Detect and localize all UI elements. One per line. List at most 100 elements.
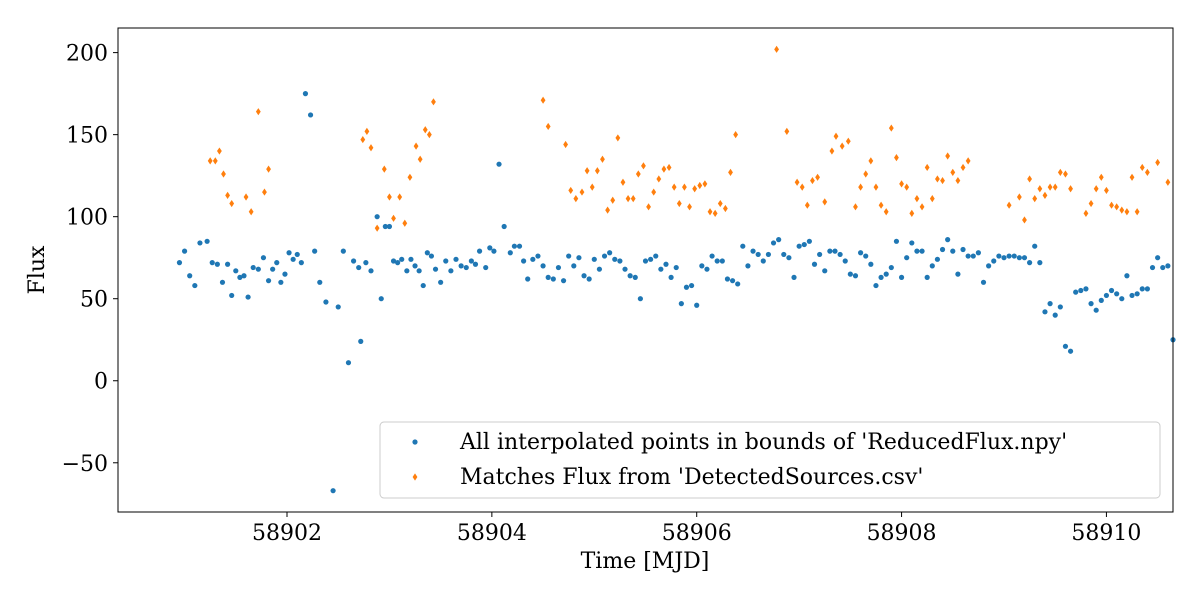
detected-source-point	[697, 181, 703, 190]
x-tick-label: 58908	[867, 521, 937, 546]
interpolated-point	[760, 258, 766, 264]
interpolated-point	[571, 263, 577, 269]
detected-source-point	[417, 155, 423, 163]
detected-source-point	[594, 167, 600, 175]
detected-source-point	[651, 188, 657, 196]
detected-source-point	[671, 183, 677, 191]
interpolated-point	[632, 274, 638, 280]
interpolated-point	[340, 248, 346, 254]
interpolated-point	[476, 248, 483, 254]
interpolated-point	[878, 274, 884, 280]
interpolated-point	[1021, 255, 1028, 261]
interpolated-point	[1027, 260, 1033, 266]
detected-source-point	[1155, 158, 1161, 167]
interpolated-point	[683, 284, 690, 290]
interpolated-point	[420, 282, 426, 289]
interpolated-point	[827, 248, 833, 254]
detected-source-point	[702, 180, 708, 188]
interpolated-point	[950, 248, 956, 254]
interpolated-point	[704, 266, 710, 272]
interpolated-point	[1098, 297, 1104, 303]
interpolated-point	[250, 264, 256, 271]
interpolated-point	[535, 253, 541, 259]
interpolated-point	[883, 271, 889, 277]
interpolated-point	[491, 248, 497, 254]
detected-source-point	[950, 168, 956, 176]
interpolated-point	[395, 260, 401, 266]
interpolated-point	[525, 276, 531, 282]
interpolated-point	[302, 91, 309, 97]
interpolated-point	[893, 238, 900, 244]
interpolated-point	[786, 255, 792, 261]
detected-source-point	[1063, 170, 1068, 178]
detected-source-point	[589, 183, 595, 191]
interpolated-point	[1057, 304, 1063, 310]
interpolated-point	[653, 253, 659, 259]
interpolated-point	[229, 292, 235, 299]
interpolated-point	[991, 258, 997, 264]
detected-source-point	[960, 163, 966, 172]
detected-source-point	[1006, 201, 1012, 209]
interpolated-point	[363, 260, 369, 266]
detected-source-point	[387, 193, 392, 201]
detected-source-point	[630, 195, 636, 203]
interpolated-point	[209, 260, 215, 266]
detected-source-point	[407, 173, 413, 181]
interpolated-point	[428, 253, 435, 259]
detected-source-point	[1093, 185, 1099, 193]
interpolated-point	[888, 264, 894, 271]
detected-source-point	[635, 170, 641, 178]
interpolated-point	[181, 248, 188, 254]
detected-source-point	[873, 183, 879, 191]
detected-source-point	[1129, 173, 1135, 181]
interpolated-point	[530, 256, 536, 262]
interpolated-point	[796, 243, 802, 249]
detected-source-point	[1016, 193, 1022, 201]
interpolated-point	[390, 258, 397, 264]
detected-source-point	[858, 183, 863, 191]
y-tick-label: −50	[62, 452, 108, 477]
detected-source-point	[924, 163, 930, 172]
interpolated-point	[904, 255, 910, 261]
interpolated-point	[586, 276, 592, 282]
detected-source-point	[833, 132, 839, 140]
interpolated-point	[965, 253, 971, 259]
detected-source-point	[248, 208, 254, 216]
interpolated-point	[1032, 243, 1038, 249]
interpolated-point	[612, 256, 618, 262]
interpolated-point	[776, 237, 782, 243]
detected-source-point	[207, 157, 213, 165]
interpolated-point	[278, 279, 284, 285]
detected-source-point	[615, 134, 621, 142]
interpolated-point	[699, 263, 705, 269]
interpolated-point	[735, 281, 741, 287]
interpolated-point	[945, 237, 951, 243]
interpolated-point	[868, 261, 874, 267]
detected-source-point	[899, 180, 904, 188]
detected-source-point	[945, 152, 951, 160]
detected-source-point	[965, 157, 971, 165]
detected-source-point	[661, 165, 667, 173]
interpolated-point	[566, 253, 572, 259]
detected-source-point	[822, 198, 828, 206]
detected-source-point	[243, 193, 249, 201]
interpolated-point	[458, 263, 464, 269]
interpolated-point	[472, 261, 479, 267]
interpolated-point	[750, 248, 756, 254]
interpolated-point	[345, 360, 352, 366]
interpolated-point	[673, 264, 679, 271]
interpolated-point	[1149, 264, 1156, 271]
detected-source-point	[904, 183, 910, 191]
interpolated-point	[847, 271, 853, 277]
detected-source-point	[1047, 183, 1053, 191]
legend-marker-detected	[412, 473, 418, 481]
interpolated-point	[1073, 289, 1079, 295]
detected-source-point	[878, 201, 884, 209]
interpolated-point	[404, 268, 410, 274]
detected-source-point	[888, 124, 894, 132]
detected-source-point	[1124, 208, 1130, 216]
detected-source-point	[676, 199, 682, 208]
detected-source-point	[929, 195, 935, 203]
interpolated-point	[873, 282, 879, 289]
